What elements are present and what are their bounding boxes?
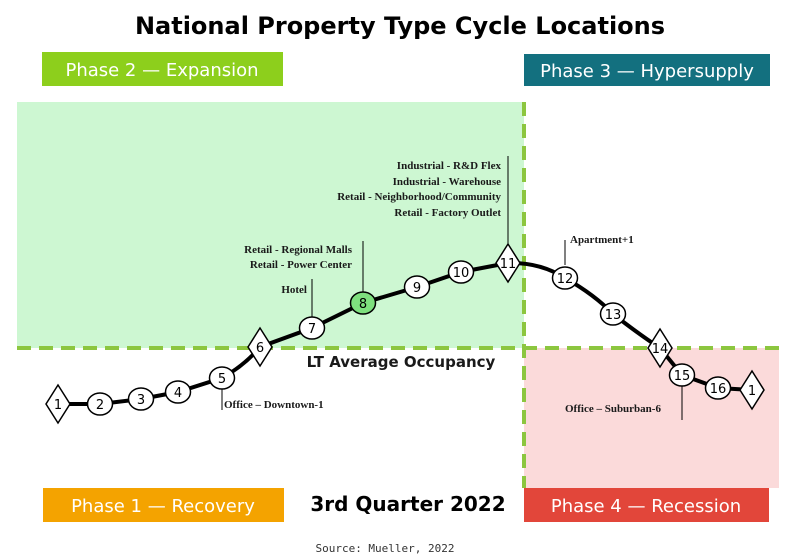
- node-number: 12: [557, 272, 574, 287]
- cycle-curve: [58, 260, 753, 406]
- cycle-diamond-1: 1: [739, 369, 765, 411]
- node-shape: [551, 266, 579, 290]
- recession-zone: [524, 348, 779, 488]
- cycle-node-13: 13: [599, 302, 627, 326]
- node-shape: [739, 369, 765, 411]
- expansion-zone: [17, 102, 524, 348]
- node-number: 10: [453, 266, 470, 281]
- annotation-hotel: Hotel: [281, 284, 307, 296]
- node-number: 2: [96, 398, 104, 413]
- node-number: 8: [359, 297, 367, 312]
- node-shape: [495, 242, 521, 284]
- node-number: 4: [174, 386, 182, 401]
- node-shape: [247, 326, 273, 368]
- cycle-node-7: 7: [298, 316, 326, 340]
- node-shape: [45, 383, 71, 425]
- annotation-apartment: Apartment+1: [570, 234, 634, 246]
- cycle-node-15: 15: [668, 363, 696, 387]
- node-shape: [208, 366, 236, 390]
- node-number: 13: [605, 308, 622, 323]
- node-number: 6: [256, 341, 264, 356]
- node-number: 14: [652, 342, 669, 357]
- annotation-industrial-warehouse: Industrial - Warehouse: [393, 176, 502, 188]
- cycle-node-3: 3: [127, 387, 155, 411]
- phase-3-box: Phase 3 — Hypersupply: [524, 54, 770, 86]
- node-shape: [668, 363, 696, 387]
- cycle-diamond-11: 11: [495, 242, 521, 284]
- lt-average-label: LT Average Occupancy: [307, 353, 496, 371]
- node-shape: [403, 275, 431, 299]
- cycle-node-5: 5: [208, 366, 236, 390]
- cycle-node-10: 10: [447, 260, 475, 284]
- quarter-label: 3rd Quarter 2022: [310, 492, 505, 516]
- node-number: 1: [748, 384, 756, 399]
- phase-2-label: Phase 2 — Expansion: [65, 60, 258, 81]
- annotation-retail-power: Retail - Power Center: [250, 259, 352, 271]
- node-number: 15: [674, 369, 691, 384]
- node-number: 7: [308, 322, 316, 337]
- annotation-office-downtown: Office – Downtown-1: [224, 399, 324, 411]
- annotation-retail-neighborhood: Retail - Neighborhood/Community: [337, 191, 501, 203]
- node-number: 11: [500, 257, 517, 272]
- node-shape: [86, 392, 114, 416]
- node-number: 1: [54, 398, 62, 413]
- node-shape: [127, 387, 155, 411]
- page-title: National Property Type Cycle Locations: [135, 12, 665, 40]
- annotation-leaders: [221, 156, 683, 420]
- cycle-diamond-14: 14: [647, 327, 673, 369]
- phase-3-label: Phase 3 — Hypersupply: [540, 61, 754, 82]
- phase-1-label: Phase 1 — Recovery: [71, 496, 255, 517]
- cycle-node-4: 4: [164, 380, 192, 404]
- cycle-diamond-6: 6: [247, 326, 273, 368]
- node-shape: [447, 260, 475, 284]
- node-number: 16: [710, 382, 727, 397]
- cycle-node-8: 8: [349, 291, 377, 315]
- node-number: 5: [218, 372, 226, 387]
- cycle-diamond-1: 1: [45, 383, 71, 425]
- node-number: 9: [413, 281, 421, 296]
- source-note: Source: Mueller, 2022: [315, 542, 454, 555]
- node-shape: [164, 380, 192, 404]
- node-number: 3: [137, 393, 145, 408]
- phase-4-label: Phase 4 — Recession: [551, 496, 741, 517]
- node-shape: [349, 291, 377, 315]
- phase-1-box: Phase 1 — Recovery: [43, 488, 284, 522]
- annotation-office-suburban: Office – Suburban-6: [565, 403, 661, 415]
- annotation-industrial-rd: Industrial - R&D Flex: [397, 160, 502, 172]
- node-shape: [599, 302, 627, 326]
- cycle-node-9: 9: [403, 275, 431, 299]
- cycle-node-16: 16: [704, 376, 732, 400]
- phase-4-box: Phase 4 — Recession: [524, 488, 769, 522]
- cycle-node-2: 2: [86, 392, 114, 416]
- node-shape: [704, 376, 732, 400]
- annotation-retail-factory: Retail - Factory Outlet: [394, 207, 501, 219]
- node-shape: [647, 327, 673, 369]
- cycle-node-12: 12: [551, 266, 579, 290]
- annotation-retail-regional: Retail - Regional Malls: [244, 244, 353, 256]
- phase-2-box: Phase 2 — Expansion: [42, 52, 283, 86]
- node-shape: [298, 316, 326, 340]
